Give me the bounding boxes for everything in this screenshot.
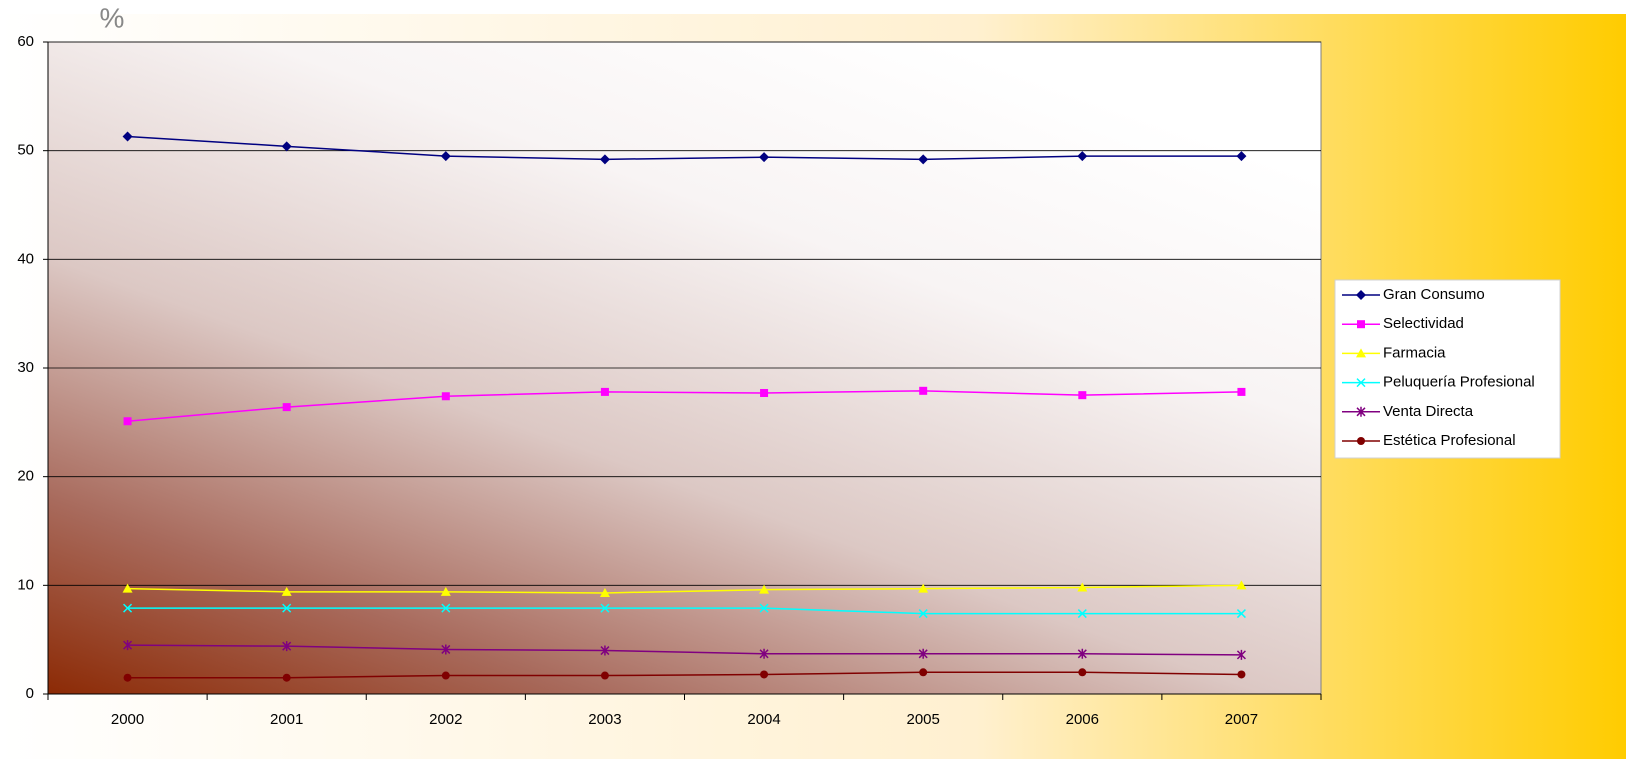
marker <box>1077 151 1088 162</box>
series-line <box>127 584 1242 594</box>
legend-marker <box>1356 406 1366 417</box>
legend-label: Selectividad <box>1383 315 1464 332</box>
marker <box>441 392 450 401</box>
marker <box>600 671 609 680</box>
legend-label: Gran Consumo <box>1383 286 1485 303</box>
marker <box>281 141 292 152</box>
x-tick-label: 2000 <box>111 711 144 728</box>
marker <box>122 583 133 593</box>
marker <box>1078 391 1087 400</box>
marker <box>441 603 451 613</box>
marker <box>1236 151 1247 162</box>
marker <box>918 648 928 659</box>
marker <box>123 417 132 426</box>
marker <box>760 388 769 397</box>
legend-label: Peluquería Profesional <box>1383 374 1535 391</box>
y-tick-label: 20 <box>17 468 34 485</box>
legend-marker <box>1356 348 1366 358</box>
legend-marker <box>1356 290 1366 300</box>
legend-marker <box>1357 437 1365 445</box>
marker <box>441 644 451 655</box>
marker <box>1078 668 1087 677</box>
legend-label: Farmacia <box>1383 344 1446 361</box>
legend <box>1334 279 1561 459</box>
x-tick-label: 2001 <box>270 711 303 728</box>
marker <box>123 640 133 651</box>
y-tick-label: 10 <box>17 576 34 593</box>
marker <box>918 154 929 165</box>
marker <box>1236 609 1246 619</box>
y-tick-label: 40 <box>17 250 34 267</box>
marker <box>919 386 928 395</box>
legend-label: Estética Profesional <box>1383 432 1516 449</box>
series-line <box>127 644 1242 656</box>
marker <box>1077 648 1087 659</box>
legend-marker <box>1357 320 1365 329</box>
legend-marker <box>1356 378 1366 388</box>
marker <box>599 587 610 597</box>
marker <box>599 154 610 165</box>
marker <box>1237 387 1246 396</box>
marker <box>123 603 133 613</box>
marker <box>122 131 133 142</box>
x-tick-label: 2002 <box>429 711 462 728</box>
marker <box>759 584 770 594</box>
y-tick-label: 60 <box>17 33 34 50</box>
marker <box>1077 609 1087 619</box>
marker <box>919 668 928 677</box>
y-tick-label: 30 <box>17 359 34 376</box>
marker <box>282 641 292 652</box>
marker <box>759 603 769 613</box>
marker <box>441 671 450 680</box>
marker <box>759 648 769 659</box>
series-line <box>127 390 1242 422</box>
marker <box>600 603 610 613</box>
marker <box>759 152 770 163</box>
marker <box>1077 582 1088 592</box>
x-tick-label: 2003 <box>588 711 621 728</box>
marker <box>282 673 291 682</box>
y-tick-label: 50 <box>17 142 34 159</box>
marker <box>123 673 132 682</box>
marker <box>281 586 292 596</box>
x-tick-label: 2004 <box>747 711 780 728</box>
marker <box>1236 580 1247 590</box>
chart-title: % <box>100 2 125 33</box>
x-tick-label: 2006 <box>1066 711 1099 728</box>
marker <box>282 603 292 613</box>
marker <box>918 609 928 619</box>
marker <box>1237 670 1246 679</box>
marker <box>440 151 451 162</box>
y-tick-label: 0 <box>26 685 34 702</box>
marker <box>600 387 609 396</box>
x-tick-label: 2007 <box>1225 711 1258 728</box>
series-line <box>127 607 1242 615</box>
marker <box>760 670 769 679</box>
marker <box>440 586 451 596</box>
legend-label: Venta Directa <box>1383 403 1474 420</box>
series-line <box>127 671 1242 679</box>
marker <box>282 403 291 412</box>
series-line <box>127 135 1242 161</box>
marker <box>600 645 610 656</box>
marker <box>918 583 929 593</box>
background-top <box>0 0 1626 14</box>
x-tick-label: 2005 <box>907 711 940 728</box>
marker <box>1236 649 1246 660</box>
